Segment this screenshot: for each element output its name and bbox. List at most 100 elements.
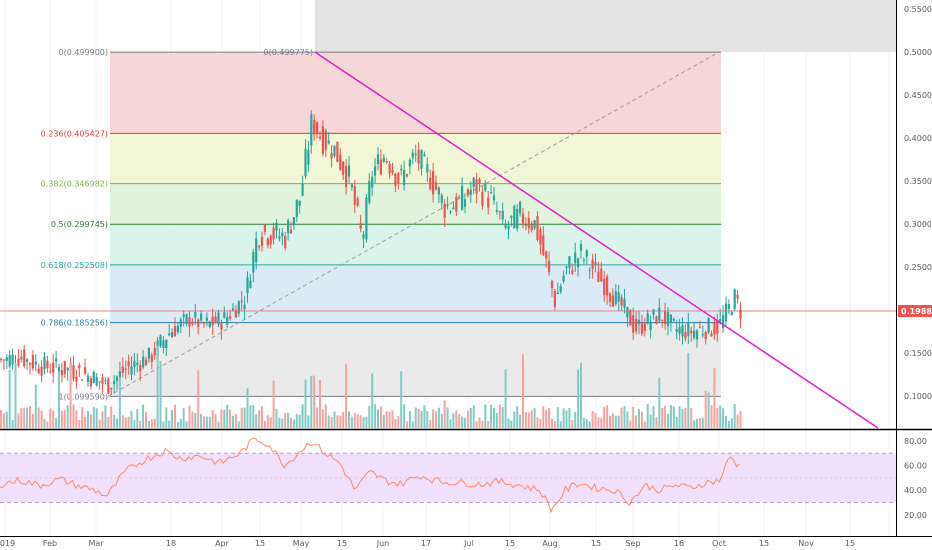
volume-bar-169 (490, 404, 493, 428)
volume-bar-22 (63, 410, 66, 428)
volume-bar-16 (46, 421, 49, 428)
volume-bar-93 (269, 417, 272, 428)
volume-bar-105 (304, 379, 307, 428)
candle-body-158 (458, 197, 461, 199)
volume-bar-173 (501, 407, 504, 428)
candle-body-179 (519, 201, 522, 214)
candle-body-154 (446, 204, 449, 206)
volume-bar-70 (203, 416, 205, 428)
volume-bar-60 (174, 404, 176, 428)
volume-bar-165 (478, 417, 481, 428)
volume-bar-140 (406, 421, 408, 428)
candle-body-182 (527, 218, 530, 229)
indicator-line (0, 437, 740, 514)
candle-body-163 (472, 177, 475, 187)
volume-bar-120 (348, 411, 350, 428)
candles-group (0, 110, 742, 396)
candle-body-122 (353, 186, 356, 205)
x-tick-1: Feb (43, 539, 57, 548)
candle-body-133 (385, 161, 388, 163)
volume-bar-91 (263, 420, 266, 428)
candle-body-71 (205, 317, 208, 321)
volume-bar-161 (466, 410, 469, 428)
volume-bar-196 (568, 407, 571, 428)
volume-bar-230 (667, 413, 669, 428)
volume-bar-102 (295, 414, 298, 428)
volume-bar-37 (107, 416, 110, 428)
candle-body-175 (507, 225, 510, 230)
candle-body-25 (72, 365, 75, 379)
volume-bar-32 (92, 407, 95, 428)
y-tick-price-6: 0.250000 (904, 263, 932, 272)
volume-bar-116 (336, 415, 339, 428)
fib-zone-5 (110, 322, 721, 397)
candle-body-62 (179, 319, 182, 327)
candle-body-8 (23, 349, 26, 367)
volume-bar-13 (37, 407, 40, 428)
candle-body-12 (34, 361, 37, 365)
volume-bar-51 (147, 420, 150, 428)
volume-bar-84 (243, 407, 246, 428)
candle-body-134 (388, 163, 391, 174)
candle-body-170 (492, 195, 496, 201)
x-tick-6: May (293, 539, 310, 548)
fib-label-2: 0.382(0.346982) (41, 180, 108, 189)
volume-bar-6 (17, 413, 20, 428)
candle-body-2 (5, 357, 8, 361)
volume-bar-77 (223, 409, 226, 428)
candle-body-46 (133, 360, 136, 368)
volume-bar-124 (359, 415, 362, 428)
candle-body-1 (2, 359, 5, 361)
volume-bar-218 (632, 406, 635, 428)
candle-body-47 (136, 362, 139, 365)
volume-bar-113 (327, 415, 330, 428)
volume-bar-47 (136, 409, 139, 428)
volume-bar-201 (582, 417, 585, 428)
volume-bar-95 (275, 408, 278, 428)
candle-body-22 (63, 360, 66, 375)
volume-bar-229 (664, 406, 667, 428)
volume-bar-62 (179, 418, 182, 428)
candle-body-15 (43, 356, 46, 370)
candle-body-18 (52, 362, 55, 373)
volume-bar-191 (553, 421, 556, 428)
volume-bar-245 (710, 405, 713, 428)
candle-body-240 (695, 330, 699, 340)
volume-bar-193 (559, 421, 562, 428)
volume-bar-170 (493, 407, 495, 428)
volume-bar-226 (655, 417, 658, 428)
volume-bar-81 (234, 414, 237, 428)
candle-body-17 (49, 371, 52, 373)
candle-body-120 (347, 165, 351, 177)
volume-bar-247 (716, 407, 719, 428)
candle-body-100 (289, 229, 293, 234)
volume-bar-9 (26, 407, 29, 428)
volume-bar-182 (527, 412, 530, 428)
volume-bar-215 (623, 406, 626, 428)
volume-bar-220 (638, 409, 640, 428)
volume-bar-24 (69, 362, 72, 428)
candle-body-65 (188, 316, 191, 327)
volume-bar-141 (408, 411, 411, 428)
candle-body-111 (321, 126, 324, 154)
volume-bar-123 (356, 414, 359, 428)
candle-body-104 (301, 183, 304, 196)
volume-bar-52 (150, 419, 153, 428)
candle-body-219 (635, 318, 638, 332)
volume-bar-153 (443, 400, 446, 428)
volume-bar-15 (43, 418, 46, 428)
candle-body-119 (345, 166, 348, 188)
candle-body-83 (240, 300, 243, 303)
candle-body-7 (20, 356, 23, 360)
x-tick-11: 15 (505, 539, 515, 548)
candle-body-33 (95, 377, 98, 386)
volume-bar-65 (188, 405, 191, 428)
candle-body-70 (202, 322, 206, 324)
volume-bar-243 (704, 390, 707, 428)
volume-bar-0 (0, 410, 2, 428)
volume-bar-207 (600, 418, 603, 428)
volume-bar-92 (266, 415, 269, 428)
candle-body-238 (690, 330, 693, 334)
volume-bar-1 (2, 413, 5, 428)
